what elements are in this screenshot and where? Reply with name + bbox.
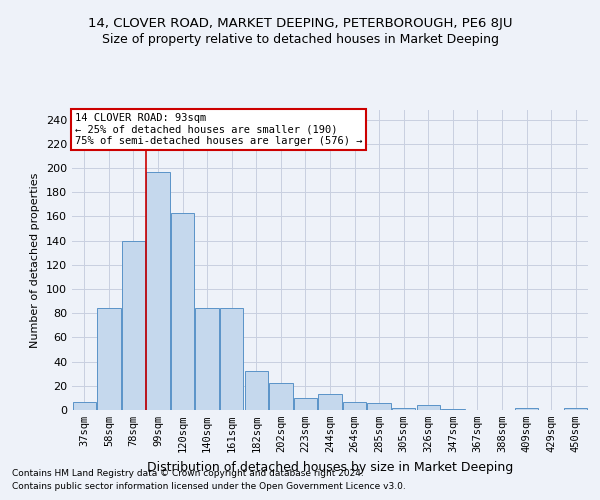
Bar bbox=[146, 172, 170, 410]
Bar bbox=[122, 240, 145, 410]
Bar bbox=[416, 405, 440, 410]
Bar bbox=[171, 213, 194, 410]
Bar bbox=[220, 308, 244, 410]
Bar bbox=[564, 408, 587, 410]
Bar bbox=[392, 408, 415, 410]
Text: Size of property relative to detached houses in Market Deeping: Size of property relative to detached ho… bbox=[101, 32, 499, 46]
Y-axis label: Number of detached properties: Number of detached properties bbox=[31, 172, 40, 348]
Bar bbox=[319, 394, 341, 410]
Text: 14 CLOVER ROAD: 93sqm
← 25% of detached houses are smaller (190)
75% of semi-det: 14 CLOVER ROAD: 93sqm ← 25% of detached … bbox=[74, 113, 362, 146]
Bar bbox=[97, 308, 121, 410]
Text: 14, CLOVER ROAD, MARKET DEEPING, PETERBOROUGH, PE6 8JU: 14, CLOVER ROAD, MARKET DEEPING, PETERBO… bbox=[88, 18, 512, 30]
X-axis label: Distribution of detached houses by size in Market Deeping: Distribution of detached houses by size … bbox=[147, 460, 513, 473]
Bar bbox=[245, 372, 268, 410]
Bar bbox=[367, 402, 391, 410]
Bar bbox=[73, 402, 96, 410]
Text: Contains public sector information licensed under the Open Government Licence v3: Contains public sector information licen… bbox=[12, 482, 406, 491]
Bar bbox=[515, 408, 538, 410]
Bar bbox=[269, 384, 293, 410]
Bar bbox=[294, 398, 317, 410]
Bar bbox=[343, 402, 366, 410]
Text: Contains HM Land Registry data © Crown copyright and database right 2024.: Contains HM Land Registry data © Crown c… bbox=[12, 468, 364, 477]
Bar bbox=[196, 308, 219, 410]
Bar bbox=[441, 409, 464, 410]
